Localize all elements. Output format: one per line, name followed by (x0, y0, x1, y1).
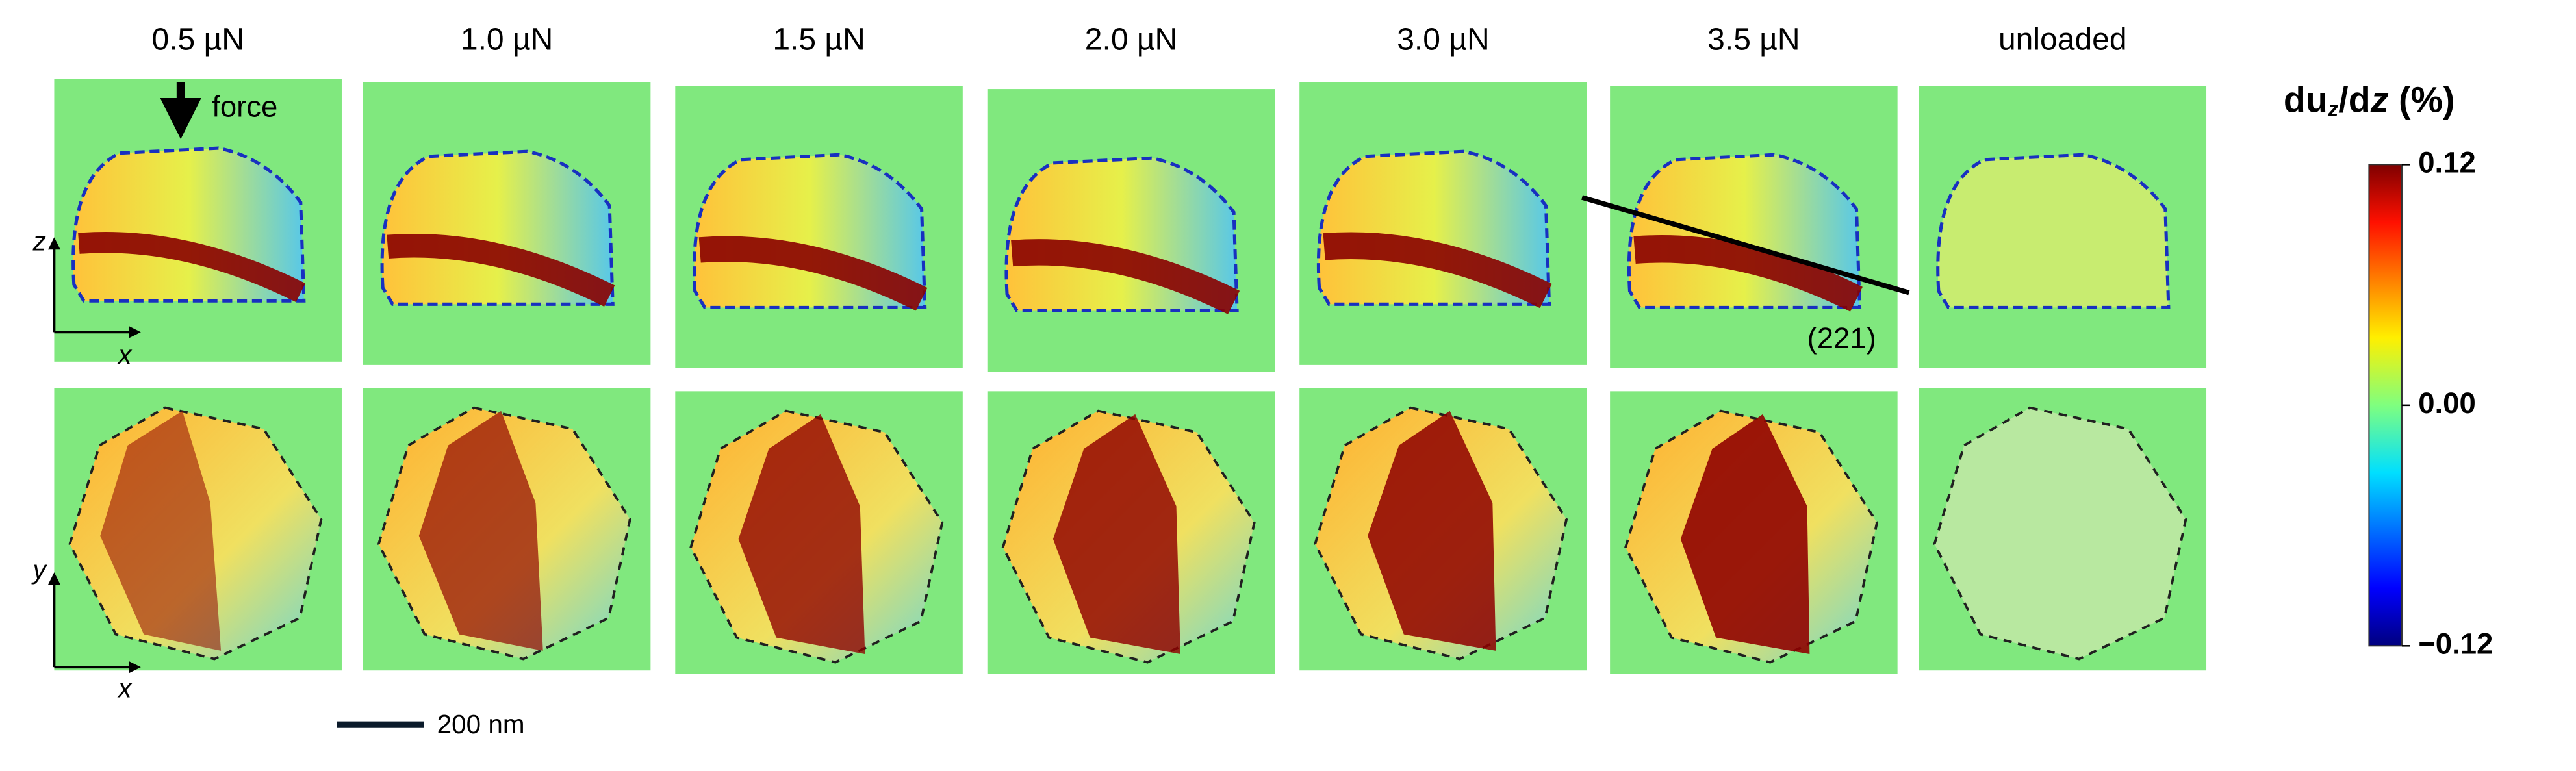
strain-region (1052, 414, 1180, 654)
force-label: force (212, 90, 277, 123)
title-part: (%) (2389, 79, 2455, 120)
column-label: 3.0 µN (1397, 22, 1489, 57)
title-part: z (2327, 97, 2339, 121)
strain-region (1680, 414, 1810, 654)
colorbar-tick-label: 0.00 (2418, 386, 2476, 420)
strain-band (698, 236, 928, 311)
colorbar (2368, 164, 2403, 647)
strain-region (100, 411, 222, 651)
title-part: z (2370, 79, 2389, 120)
column-label: unloaded (1998, 22, 2127, 57)
title-part: du (2284, 79, 2328, 120)
strain-band (78, 232, 305, 303)
axis-label: x (117, 340, 133, 370)
strain-band (1633, 235, 1863, 312)
column-label: 2.0 µN (1085, 22, 1177, 57)
strain-region (418, 411, 543, 651)
column-label: 0.5 µN (151, 22, 244, 57)
strain-band (387, 234, 615, 307)
scale-bar-label: 200 nm (437, 709, 525, 739)
colorbar-tick-label: 0.12 (2418, 145, 2476, 179)
title-part: /d (2338, 79, 2370, 120)
strain-map (1933, 406, 2187, 661)
column-label: 1.5 µN (772, 22, 865, 57)
column-label: 3.5 µN (1707, 22, 1800, 57)
axis-label: z (32, 226, 46, 256)
panels: 0.5 µN 1.0 µN 1.5 µN 2.0 µN 3.0 µN 3.5 µN unlo… (54, 22, 2207, 674)
plane-label: (221) (1807, 322, 1876, 355)
strain-band (1011, 239, 1240, 314)
colorbar-ticks: 0.12 0.00 −0.12 (2401, 145, 2493, 660)
column-label: 1.0 µN (461, 22, 553, 57)
colorbar-tick-label: −0.12 (2418, 627, 2493, 660)
strain-map (1936, 153, 2171, 309)
axis-label: x (117, 673, 133, 703)
strain-region (738, 414, 865, 654)
colorbar-title: duz/dz (%) (2284, 79, 2455, 121)
strain-region (1368, 411, 1496, 651)
axes-icons (47, 237, 141, 674)
strain-band (1323, 232, 1552, 309)
plane-line (1581, 195, 1910, 296)
axis-label: y (31, 555, 48, 585)
